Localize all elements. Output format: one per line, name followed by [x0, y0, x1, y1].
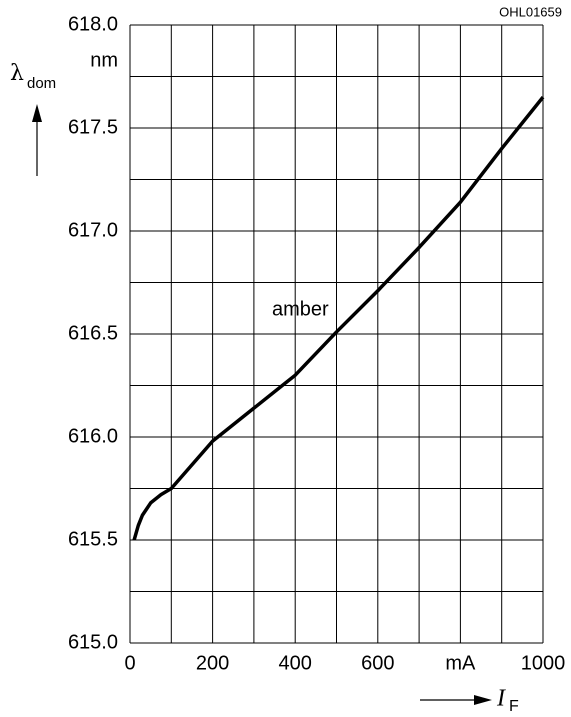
y-label-symbol: λ [10, 61, 24, 86]
line [132, 96, 545, 541]
y-tick-label: 617.0 [68, 219, 118, 241]
y-label-subscript: dom [27, 75, 56, 92]
x-tick-label: 0 [124, 652, 135, 674]
x-tick-label: 200 [196, 652, 229, 674]
x-tick-label: 400 [279, 652, 312, 674]
y-tick-label: 615.0 [68, 631, 118, 653]
annotation: amber [272, 298, 329, 320]
x-tick-label: 600 [361, 652, 394, 674]
y-tick-label: 616.0 [68, 425, 118, 447]
x-label-subscript: F [509, 698, 519, 715]
figure-code: OHL01659 [499, 4, 562, 19]
y-arrow-head [32, 104, 42, 122]
y-tick-label: 615.5 [68, 528, 118, 550]
y-tick-label: 616.5 [68, 322, 118, 344]
x-tick-label: 1000 [521, 652, 566, 674]
x-label-symbol: I [496, 686, 506, 712]
x-tick-label: mA [445, 652, 476, 674]
y-tick-label: 617.5 [68, 116, 118, 138]
y-unit: nm [90, 49, 118, 71]
y-tick-label: 618.0 [68, 13, 118, 35]
x-arrow-head [474, 695, 492, 705]
